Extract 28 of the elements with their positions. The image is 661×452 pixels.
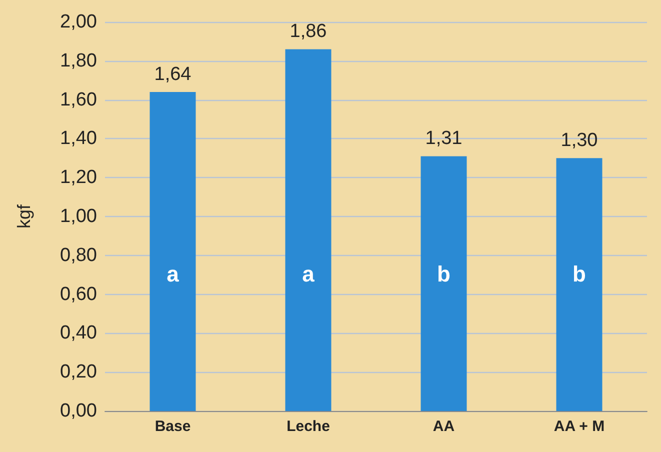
y-tick-label: 1,60 (60, 89, 97, 110)
y-tick-label: 0,80 (60, 244, 97, 266)
x-tick-label: AA (432, 418, 455, 435)
data-label: 1,30 (560, 130, 598, 152)
bar (150, 92, 196, 411)
annotation: a (302, 262, 316, 286)
x-tick-label: Leche (286, 418, 330, 435)
bar (285, 49, 332, 411)
annotation: b (437, 262, 450, 286)
y-tick-label: 1,00 (60, 206, 97, 227)
y-tick-label: 0,40 (60, 322, 97, 344)
data-label: 1,31 (425, 128, 462, 150)
y-tick-label: 0,00 (60, 400, 97, 422)
bar (556, 158, 602, 411)
y-axis-title: kgf (14, 203, 34, 229)
bar (420, 156, 467, 411)
x-tick-label: AA + M (554, 418, 605, 435)
y-tick-label: 2,00 (60, 12, 97, 32)
y-tick-label: 0,60 (60, 284, 97, 305)
x-tick-label: Base (154, 418, 191, 435)
y-tick-label: 0,20 (60, 362, 97, 383)
annotation: b (572, 262, 586, 286)
data-label: 1,64 (154, 64, 192, 86)
data-label: 1,86 (290, 21, 327, 42)
annotation: a (166, 262, 180, 286)
y-tick-label: 1,20 (60, 167, 97, 188)
y-tick-label: 1,80 (60, 50, 97, 72)
y-tick-label: 1,40 (60, 128, 97, 150)
